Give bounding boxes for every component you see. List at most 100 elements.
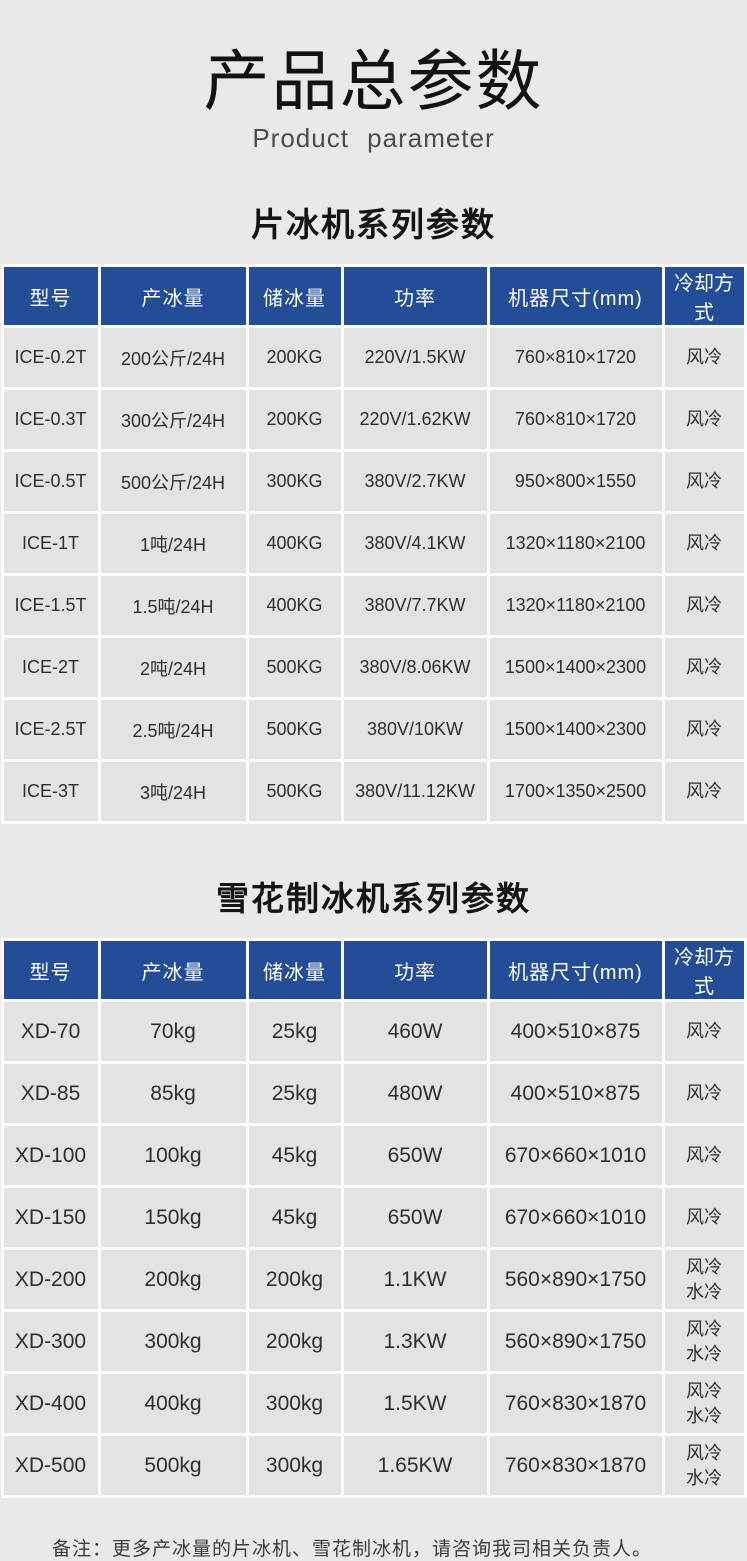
- ice-production-cell: 500公斤/24H: [97, 449, 249, 514]
- cooling-method-cell: 风冷 水冷: [661, 1371, 747, 1436]
- power-cell: 480W: [340, 1061, 490, 1126]
- column-header-ice-production: 产冰量: [97, 938, 249, 1002]
- table-row: ICE-0.5T 500公斤/24H 300KG 380V/2.7KW 950×800×…: [0, 449, 747, 514]
- table-row: ICE-1T 1吨/24H 400KG 380V/4.1KW 1320×1180×210…: [0, 511, 747, 576]
- column-header-ice-storage: 储冰量: [245, 938, 344, 1002]
- power-cell: 380V/10KW: [340, 697, 490, 762]
- header-row: 型号 产冰量 储冰量 功率 机器尺寸(mm) 冷却方式: [0, 938, 747, 1002]
- ice-production-cell: 1吨/24H: [97, 511, 249, 576]
- dimensions-cell: 1500×1400×2300: [486, 697, 665, 762]
- ice-production-cell: 300公斤/24H: [97, 387, 249, 452]
- power-cell: 1.65KW: [340, 1433, 490, 1498]
- model-cell: XD-70: [0, 999, 101, 1064]
- dimensions-cell: 670×660×1010: [486, 1123, 665, 1188]
- ice-production-cell: 300kg: [97, 1309, 249, 1374]
- ice-storage-cell: 300kg: [245, 1371, 344, 1436]
- ice-storage-cell: 200KG: [245, 387, 344, 452]
- model-cell: ICE-1.5T: [0, 573, 101, 638]
- ice-production-cell: 2吨/24H: [97, 635, 249, 700]
- cooling-method-cell: 风冷: [661, 999, 747, 1064]
- column-header-model: 型号: [0, 264, 101, 328]
- table-row: XD-100 100kg 45kg 650W 670×660×1010 风冷: [0, 1123, 747, 1188]
- ice-storage-cell: 300kg: [245, 1433, 344, 1498]
- cooling-method-cell: 风冷: [661, 325, 747, 390]
- ice-storage-cell: 400KG: [245, 511, 344, 576]
- column-header-model: 型号: [0, 938, 101, 1002]
- column-header-dimensions: 机器尺寸(mm): [486, 938, 665, 1002]
- dimensions-cell: 760×830×1870: [486, 1433, 665, 1498]
- ice-production-cell: 500kg: [97, 1433, 249, 1498]
- page-subtitle: Product parameter: [252, 123, 495, 153]
- model-cell: XD-85: [0, 1061, 101, 1126]
- model-cell: XD-500: [0, 1433, 101, 1498]
- column-header-ice-storage: 储冰量: [245, 264, 344, 328]
- table-row: ICE-0.3T 300公斤/24H 200KG 220V/1.62KW 760×810…: [0, 387, 747, 452]
- table-row: XD-500 500kg 300kg 1.65KW 760×830×1870 风冷 水冷: [0, 1433, 747, 1498]
- dimensions-cell: 670×660×1010: [486, 1185, 665, 1250]
- table-body: ICE-0.2T 200公斤/24H 200KG 220V/1.5KW 760×810×…: [0, 325, 747, 824]
- power-cell: 380V/11.12KW: [340, 759, 490, 824]
- product-parameter-page: 产品总参数 Product parameter 片冰机系列参数 型号 产冰量 储…: [0, 44, 747, 1560]
- ice-storage-cell: 200kg: [245, 1247, 344, 1312]
- table-row: XD-200 200kg 200kg 1.1KW 560×890×1750 风冷 水冷: [0, 1247, 747, 1312]
- cooling-method-cell: 风冷: [661, 1185, 747, 1250]
- table-row: ICE-0.2T 200公斤/24H 200KG 220V/1.5KW 760×810×…: [0, 325, 747, 390]
- dimensions-cell: 1320×1180×2100: [486, 573, 665, 638]
- dimensions-cell: 1500×1400×2300: [486, 635, 665, 700]
- dimensions-cell: 1700×1350×2500: [486, 759, 665, 824]
- ice-storage-cell: 45kg: [245, 1185, 344, 1250]
- dimensions-cell: 760×810×1720: [486, 387, 665, 452]
- ice-production-cell: 200公斤/24H: [97, 325, 249, 390]
- cooling-method-cell: 风冷 水冷: [661, 1247, 747, 1312]
- table-row: ICE-1.5T 1.5吨/24H 400KG 380V/7.7KW 1320×1180…: [0, 573, 747, 638]
- ice-storage-cell: 500KG: [245, 635, 344, 700]
- model-cell: ICE-3T: [0, 759, 101, 824]
- ice-production-cell: 150kg: [97, 1185, 249, 1250]
- page-title: 产品总参数: [203, 44, 544, 118]
- column-header-ice-production: 产冰量: [97, 264, 249, 328]
- ice-production-cell: 70kg: [97, 999, 249, 1064]
- table-row: ICE-3T 3吨/24H 500KG 380V/11.12KW 1700×1350×2…: [0, 759, 747, 824]
- table-row: XD-150 150kg 45kg 650W 670×660×1010 风冷: [0, 1185, 747, 1250]
- column-header-power: 功率: [340, 938, 490, 1002]
- dimensions-cell: 1320×1180×2100: [486, 511, 665, 576]
- table-row: XD-70 70kg 25kg 460W 400×510×875 风冷: [0, 999, 747, 1064]
- model-cell: ICE-2.5T: [0, 697, 101, 762]
- ice-storage-cell: 500KG: [245, 759, 344, 824]
- cooling-method-cell: 风冷: [661, 635, 747, 700]
- model-cell: ICE-0.3T: [0, 387, 101, 452]
- dimensions-cell: 950×800×1550: [486, 449, 665, 514]
- column-header-power: 功率: [340, 264, 490, 328]
- power-cell: 650W: [340, 1123, 490, 1188]
- cooling-method-cell: 风冷: [661, 387, 747, 452]
- cooling-method-cell: 风冷: [661, 1123, 747, 1188]
- cooling-method-cell: 风冷: [661, 573, 747, 638]
- ice-storage-cell: 300KG: [245, 449, 344, 514]
- cooling-method-cell: 风冷: [661, 449, 747, 514]
- cooling-method-cell: 风冷: [661, 697, 747, 762]
- ice-production-cell: 100kg: [97, 1123, 249, 1188]
- footer-note: 备注：更多产冰量的片冰机、雪花制冰机，请咨询我司相关负责人。: [52, 1539, 653, 1560]
- model-cell: XD-150: [0, 1185, 101, 1250]
- cooling-method-cell: 风冷: [661, 1061, 747, 1126]
- ice-storage-cell: 25kg: [245, 1061, 344, 1126]
- ice-storage-cell: 400KG: [245, 573, 344, 638]
- model-cell: ICE-2T: [0, 635, 101, 700]
- power-cell: 220V/1.5KW: [340, 325, 490, 390]
- model-cell: XD-100: [0, 1123, 101, 1188]
- model-cell: XD-300: [0, 1309, 101, 1374]
- ice-storage-cell: 200kg: [245, 1309, 344, 1374]
- ice-production-cell: 85kg: [97, 1061, 249, 1126]
- model-cell: ICE-1T: [0, 511, 101, 576]
- model-cell: XD-200: [0, 1247, 101, 1312]
- ice-storage-cell: 45kg: [245, 1123, 344, 1188]
- table-header: 型号 产冰量 储冰量 功率 机器尺寸(mm) 冷却方式: [0, 264, 747, 328]
- dimensions-cell: 400×510×875: [486, 1061, 665, 1126]
- flake-ice-spec-table: 型号 产冰量 储冰量 功率 机器尺寸(mm) 冷却方式 ICE-0.2T 200公…: [0, 264, 747, 824]
- model-cell: XD-400: [0, 1371, 101, 1436]
- ice-production-cell: 200kg: [97, 1247, 249, 1312]
- table-row: XD-300 300kg 200kg 1.3KW 560×890×1750 风冷 水冷: [0, 1309, 747, 1374]
- power-cell: 380V/8.06KW: [340, 635, 490, 700]
- table-body: XD-70 70kg 25kg 460W 400×510×875 风冷 XD-85 85kg 2…: [0, 999, 747, 1498]
- column-header-cooling: 冷却方式: [661, 938, 747, 1002]
